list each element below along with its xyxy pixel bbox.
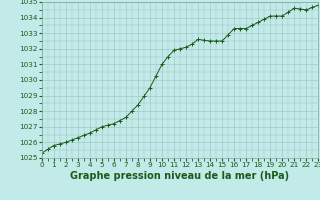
X-axis label: Graphe pression niveau de la mer (hPa): Graphe pression niveau de la mer (hPa) (70, 171, 290, 181)
